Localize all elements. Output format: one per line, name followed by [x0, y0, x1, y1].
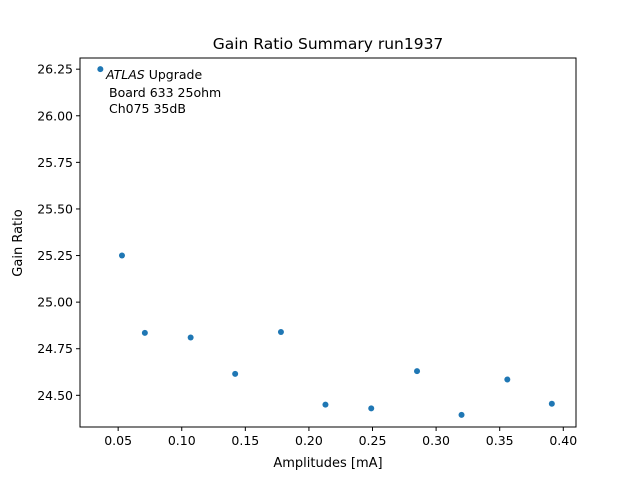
data-point	[277, 328, 284, 335]
data-point	[97, 66, 104, 73]
atlas-annotation: ATLAS Upgrade Board 633 25ohm Ch075 35dB	[105, 67, 221, 116]
x-axis-label: Amplitudes [mA]	[273, 456, 382, 471]
y-tick-label: 25.00	[37, 295, 73, 310]
x-tick-label: 0.30	[422, 433, 450, 448]
data-point	[368, 405, 375, 412]
y-axis-label: Gain Ratio	[11, 209, 26, 276]
x-tick-label: 0.35	[486, 433, 514, 448]
y-tick-label: 25.50	[37, 201, 73, 216]
data-point	[118, 252, 125, 259]
y-tick-label: 26.00	[37, 108, 73, 123]
y-tick-label: 25.25	[37, 248, 73, 263]
x-tick-label: 0.10	[168, 433, 196, 448]
annotation-upgrade-label: Upgrade	[145, 67, 203, 82]
data-point	[187, 334, 194, 341]
x-tick-label: 0.40	[549, 433, 577, 448]
y-axis-ticks: 24.50 24.75 25.00 25.25 25.50 25.75 26.00 26.25	[37, 62, 80, 403]
data-point	[141, 329, 148, 336]
y-tick-label: 26.25	[37, 62, 73, 77]
x-tick-label: 0.20	[295, 433, 323, 448]
x-tick-label: 0.05	[104, 433, 132, 448]
data-point	[548, 400, 555, 407]
data-point	[322, 401, 329, 408]
data-point	[504, 376, 511, 383]
chart-title: Gain Ratio Summary run1937	[213, 35, 444, 53]
y-tick-label: 25.75	[37, 155, 73, 170]
x-tick-label: 0.15	[231, 433, 259, 448]
data-point	[414, 368, 421, 375]
data-points	[97, 66, 555, 418]
annotation-line-1: ATLAS Upgrade	[105, 67, 202, 82]
data-point	[458, 411, 465, 418]
annotation-line-2: Board 633 25ohm	[109, 85, 221, 100]
x-tick-label: 0.25	[359, 433, 387, 448]
annotation-line-3: Ch075 35dB	[109, 101, 186, 116]
annotation-atlas-label: ATLAS	[105, 67, 145, 82]
y-tick-label: 24.75	[37, 341, 73, 356]
x-axis-ticks: 0.05 0.10 0.15 0.20 0.25 0.30 0.35 0.40	[104, 427, 577, 448]
plot-area-frame	[79, 57, 577, 428]
data-point	[232, 370, 239, 377]
y-tick-label: 24.50	[37, 388, 73, 403]
